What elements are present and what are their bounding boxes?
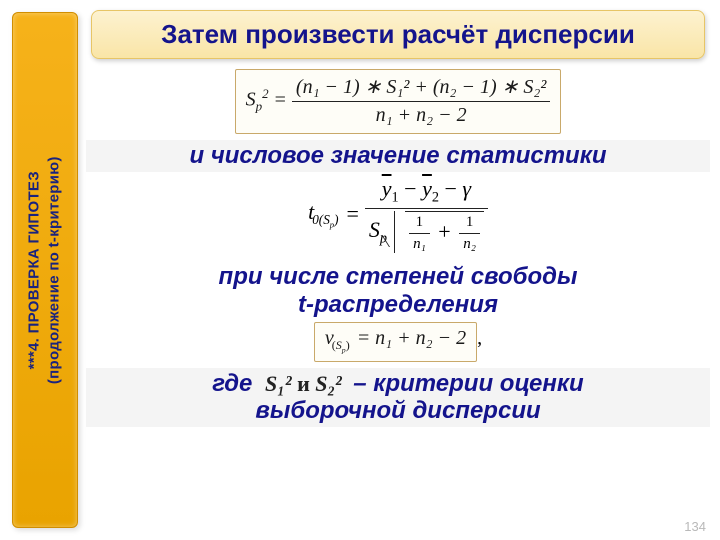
sp2-num: (n₁ − 1) ∗ S₁² + (n₂ − 1) ∗ S₂² <box>292 74 550 102</box>
sp2-lhs-base: S <box>246 89 256 111</box>
t0-num: y1 − y2 − γ <box>365 176 488 209</box>
text-stat-value: и числовое значение статистики <box>86 140 710 172</box>
formula-sp2: Sp2 = (n₁ − 1) ∗ S₁² + (n₂ − 1) ∗ S₂² n₁… <box>235 69 562 134</box>
dof-line1: при числе степеней свободы <box>219 263 578 290</box>
text-where: где S₁² и S₂² – критерии оценки выборочн… <box>86 368 710 427</box>
sidebar-label-box: ***4. ПРОВЕРКА ГИПОТЕЗ (продолжение по t… <box>12 12 78 528</box>
formula-t0: t0(Sp) = y1 − y2 − γ Sp <box>86 176 710 253</box>
sidebar-line2: (продолжение по t-критерию) <box>46 156 63 384</box>
inline-s1s2: S₁² и S₂² <box>259 371 353 396</box>
t0-den: Sp 1 n₁ + 1 n₂ <box>365 209 488 253</box>
sidebar-label: ***4. ПРОВЕРКА ГИПОТЕЗ (продолжение по t… <box>25 156 66 384</box>
nu-rhs: = n₁ + n₂ − 2 <box>357 327 466 349</box>
sp2-lhs-sup: 2 <box>262 86 269 101</box>
t0-sub0: 0 <box>312 212 319 227</box>
text-dof: при числе степеней свободы t-распределен… <box>86 263 710 318</box>
sidebar-line1: ***4. ПРОВЕРКА ГИПОТЕЗ <box>26 171 43 369</box>
formula-nu: ν(Sp) = n₁ + n₂ − 2 <box>314 322 477 361</box>
where-line2: выборочной дисперсии <box>255 397 540 424</box>
where-mid: – критерии оценки <box>353 370 583 397</box>
slide-title: Затем произвести расчёт дисперсии <box>91 10 705 59</box>
where-prefix: где <box>212 370 252 397</box>
sp2-den: n₁ + n₂ − 2 <box>292 102 550 127</box>
formula-nu-wrap: ν(Sp) = n₁ + n₂ − 2 , <box>86 322 710 361</box>
nu-trail: , <box>477 327 482 349</box>
formula-sp2-wrap: Sp2 = (n₁ − 1) ∗ S₁² + (n₂ − 1) ∗ S₂² n₁… <box>86 69 710 134</box>
page-number: 134 <box>684 519 706 534</box>
title-text: Затем произвести расчёт дисперсии <box>161 19 635 49</box>
slide-content: Затем произвести расчёт дисперсии Sp2 = … <box>86 10 710 530</box>
dof-line2: t-распределения <box>298 291 498 318</box>
